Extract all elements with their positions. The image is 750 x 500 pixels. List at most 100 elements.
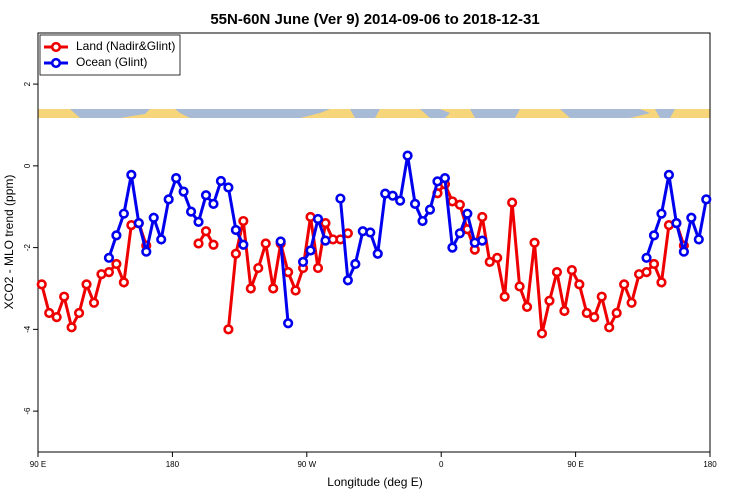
- y-tick-label: -4: [23, 325, 32, 333]
- data-point: [111, 258, 122, 270]
- data-point: [133, 217, 144, 229]
- data-point: [350, 258, 361, 270]
- x-axis-label: Longitude (deg E): [327, 475, 422, 489]
- data-point: [365, 227, 376, 238]
- data-point: [305, 245, 316, 256]
- data-point: [402, 150, 413, 161]
- data-point: [477, 211, 488, 223]
- data-point: [395, 195, 406, 206]
- data-point: [260, 238, 271, 249]
- data-point: [171, 173, 182, 184]
- data-point: [372, 248, 383, 259]
- legend-label: Land (Nadir&Glint): [76, 39, 175, 53]
- data-point: [268, 283, 279, 294]
- data-point: [103, 267, 115, 278]
- data-point: [409, 198, 421, 209]
- data-point: [81, 279, 92, 290]
- data-point: [701, 194, 712, 205]
- data-point: [477, 235, 488, 246]
- data-point: [215, 175, 227, 187]
- data-point: [454, 199, 465, 210]
- data-point: [656, 208, 667, 219]
- data-point: [529, 237, 540, 248]
- legend-box: [39, 34, 181, 76]
- chart-title: 55N-60N June (Ver 9) 2014-09-06 to 2018-…: [210, 11, 539, 28]
- data-point: [297, 256, 309, 268]
- data-point: [111, 230, 122, 241]
- data-point: [663, 169, 675, 180]
- data-point: [492, 252, 503, 263]
- y-tick-label: -6: [23, 407, 32, 415]
- data-point: [342, 275, 353, 286]
- data-point: [118, 208, 129, 219]
- data-point: [462, 208, 473, 219]
- data-point: [387, 190, 398, 201]
- y-tick-label: 0: [23, 163, 32, 168]
- data-point: [536, 328, 548, 339]
- data-point: [178, 186, 189, 197]
- y-tick-label: 2: [23, 81, 32, 86]
- data-point: [619, 279, 630, 290]
- data-point: [200, 190, 212, 201]
- legend-marker: [50, 41, 62, 53]
- data-point: [223, 324, 234, 335]
- data-point: [290, 285, 301, 296]
- data-point: [193, 216, 204, 227]
- data-point: [589, 312, 600, 323]
- data-point: [44, 307, 55, 319]
- x-tick-label: 90 E: [30, 460, 46, 469]
- data-point: [283, 318, 294, 329]
- data-point: [51, 312, 62, 323]
- data-point: [574, 279, 585, 290]
- data-point: [193, 238, 204, 249]
- data-point: [118, 277, 129, 288]
- data-point: [447, 242, 458, 253]
- data-point: [283, 267, 294, 278]
- legend-label: Ocean (Glint): [76, 55, 147, 69]
- data-point: [141, 246, 152, 257]
- data-point: [320, 217, 331, 229]
- data-point: [641, 252, 652, 263]
- legend-marker: [50, 57, 62, 69]
- x-tick-label: 90 E: [567, 460, 583, 469]
- data-point: [312, 213, 324, 225]
- data-point: [275, 236, 286, 247]
- data-point: [59, 291, 70, 302]
- plot-frame: [37, 32, 711, 453]
- data-point: [320, 235, 331, 246]
- data-point: [686, 212, 697, 223]
- data-point: [36, 279, 47, 290]
- data-point: [103, 252, 115, 263]
- x-tick-label: 0: [439, 460, 444, 469]
- data-point: [253, 262, 264, 274]
- data-point: [417, 215, 428, 227]
- data-point: [439, 173, 451, 184]
- data-point: [230, 224, 241, 236]
- data-point: [671, 217, 682, 229]
- data-point: [245, 283, 256, 294]
- data-point: [238, 239, 249, 250]
- data-point: [693, 234, 704, 245]
- data-point: [208, 198, 219, 209]
- data-point: [544, 295, 555, 306]
- data-point: [335, 193, 346, 204]
- data-point: [551, 267, 563, 278]
- data-point: [156, 234, 167, 245]
- data-point: [507, 197, 518, 208]
- data-point: [200, 226, 212, 237]
- data-point: [499, 291, 510, 302]
- legend: Land (Nadir&Glint) Ocean (Glint): [39, 34, 181, 76]
- x-tick-label: 180: [166, 460, 180, 469]
- data-point: [559, 305, 570, 317]
- data-point: [148, 212, 159, 223]
- data-point: [126, 169, 137, 180]
- data-point: [648, 230, 660, 241]
- data-point: [230, 248, 241, 259]
- data-point: [424, 204, 436, 215]
- data-point: [185, 206, 197, 217]
- data-point: [678, 246, 689, 257]
- data-point: [626, 297, 637, 308]
- data-point: [66, 322, 77, 333]
- data-point: [163, 194, 174, 205]
- data-point: [566, 264, 577, 276]
